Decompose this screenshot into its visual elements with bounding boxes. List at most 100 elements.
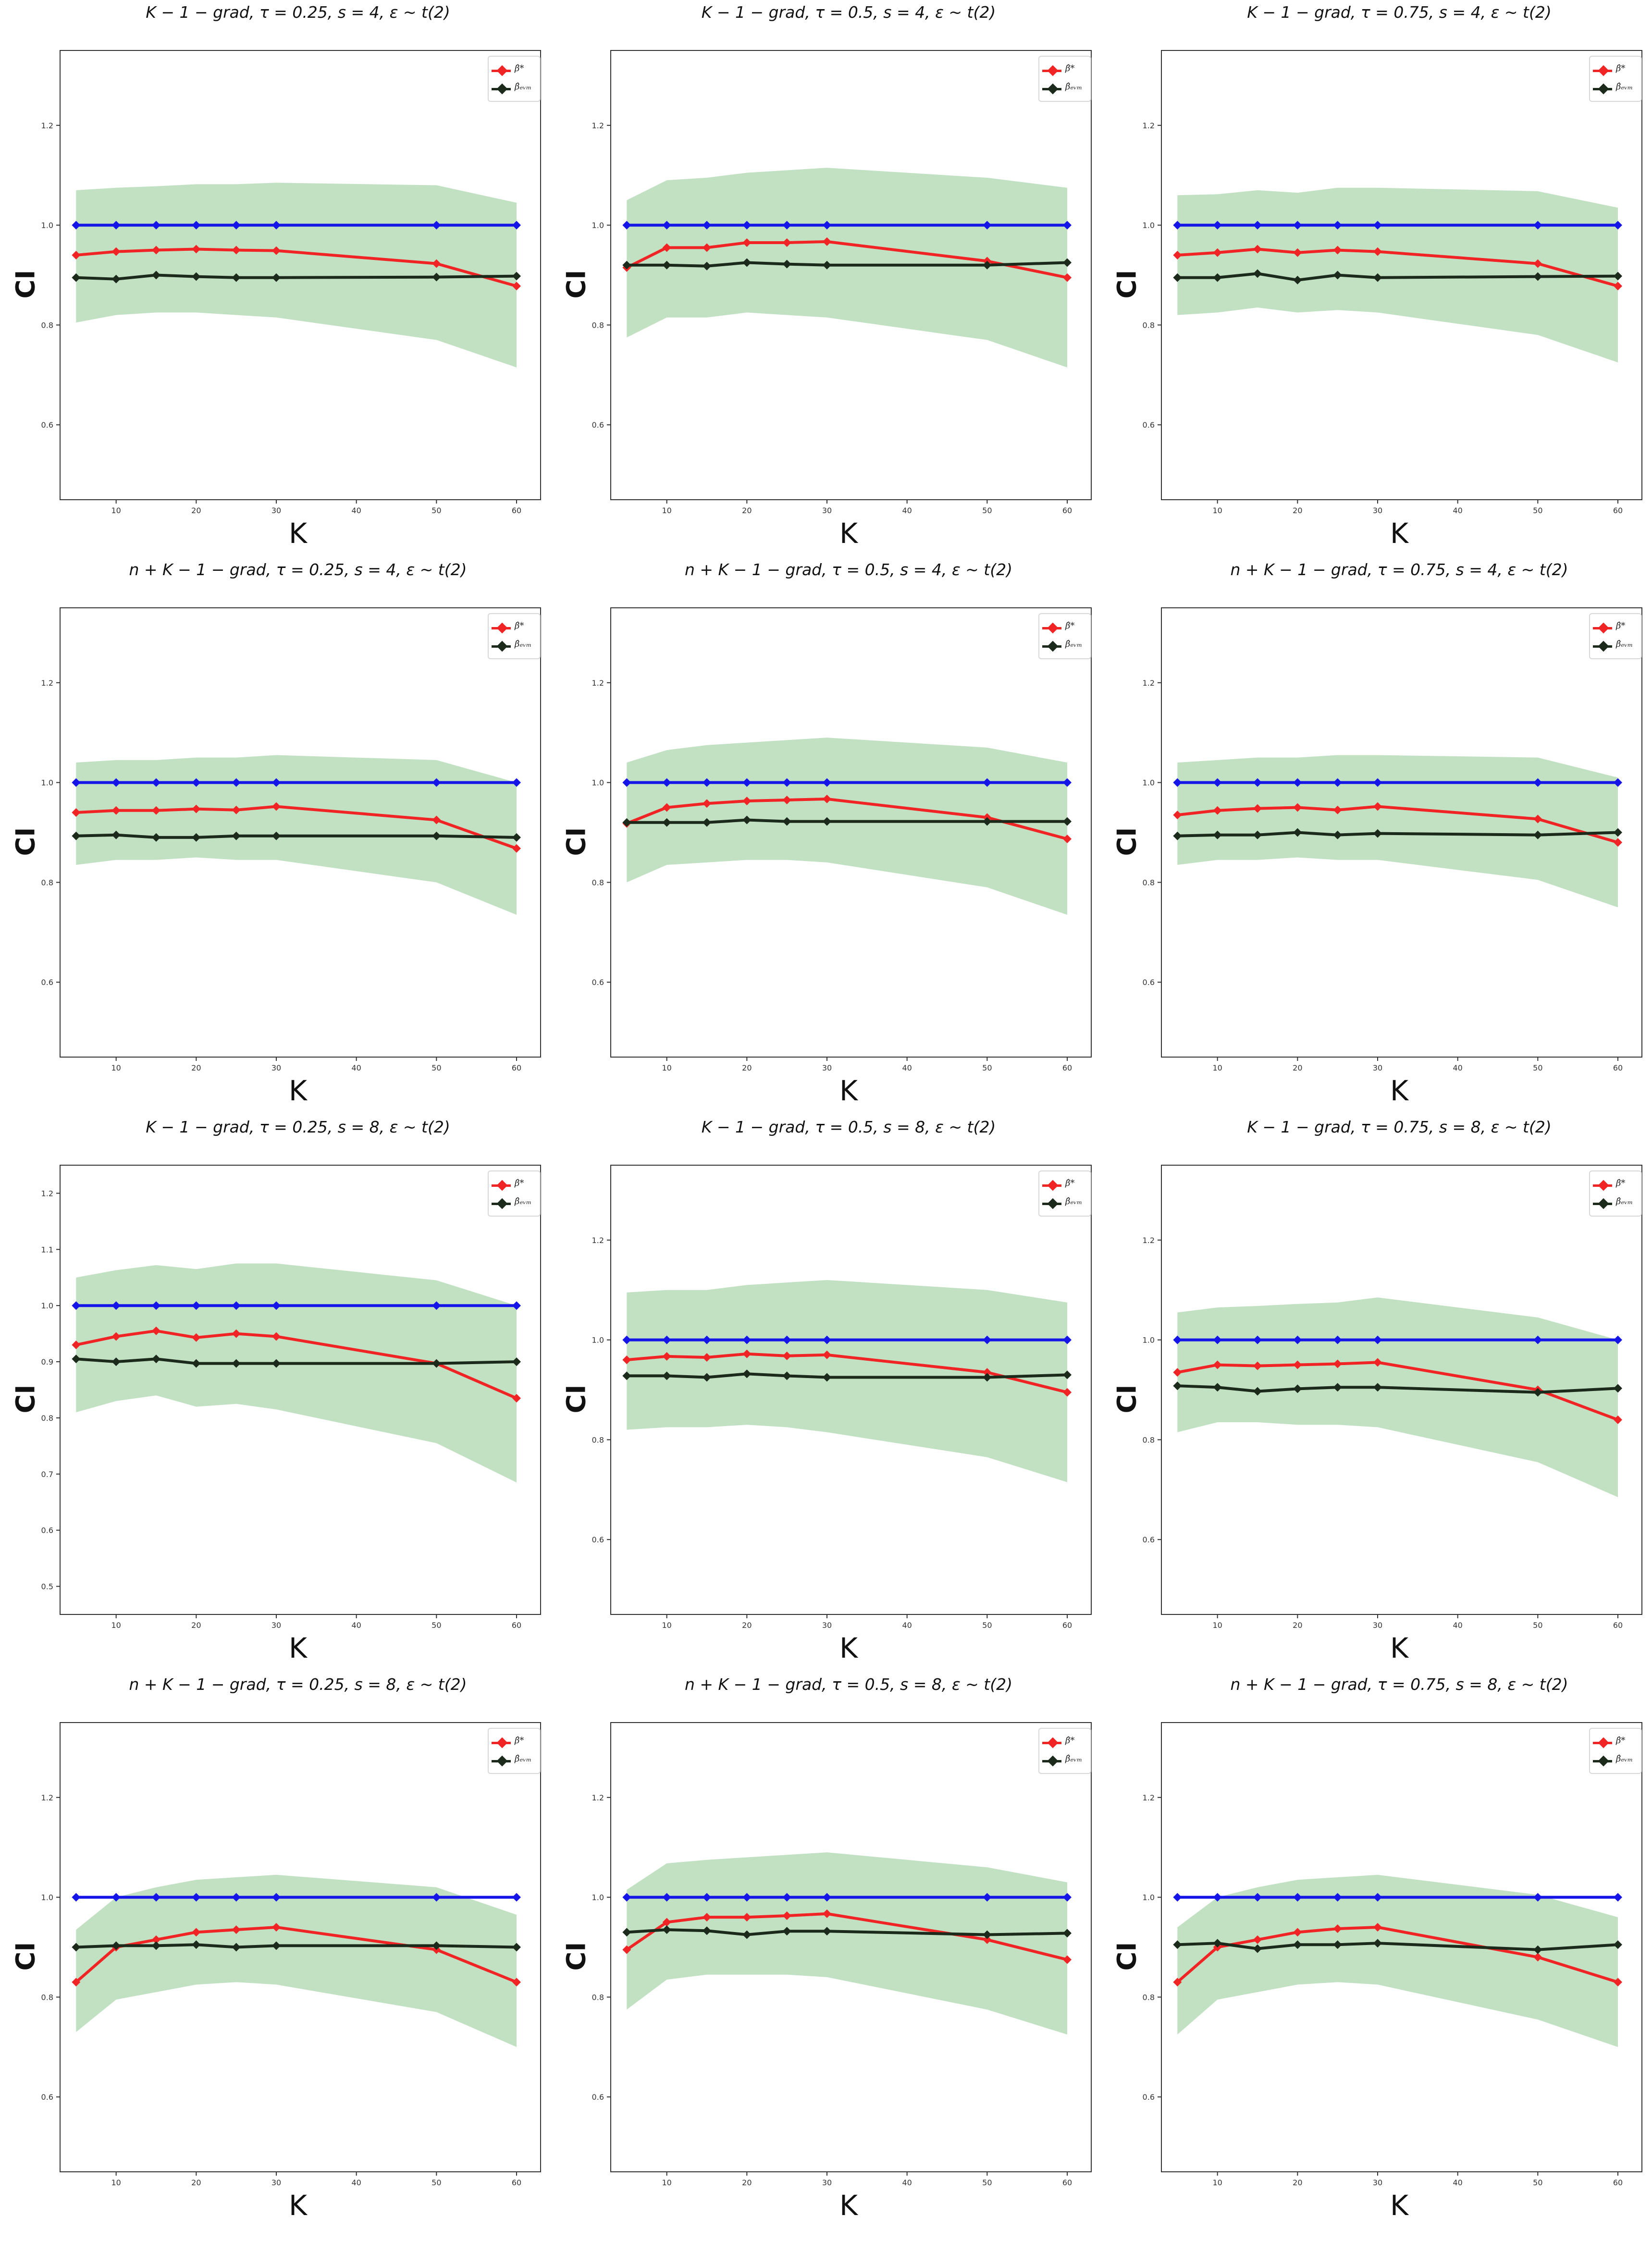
beta-evm-point <box>1293 828 1302 837</box>
x-tick-label: 30 <box>271 1063 281 1072</box>
beta-evm-point <box>1293 1940 1302 1949</box>
beta-evm-point <box>823 260 831 270</box>
x-tick-label: 40 <box>902 1063 912 1072</box>
legend-label: β̂* <box>515 1178 524 1188</box>
oracle-point <box>72 1893 81 1902</box>
beta-star-point <box>742 1349 752 1358</box>
beta-star-point <box>1173 1978 1182 1987</box>
x-tick-label: 20 <box>191 506 201 515</box>
beta-star-line <box>627 1352 1068 1394</box>
y-axis-label: CI <box>10 1384 41 1414</box>
beta-evm-point <box>742 258 752 267</box>
oracle-point <box>622 1893 631 1902</box>
y-tick-label: 1.2 <box>592 1793 604 1802</box>
legend-item-beta-star: β̂* <box>1042 621 1089 635</box>
beta-star-point <box>782 795 791 804</box>
y-axis-label: CI <box>1111 270 1142 299</box>
x-tick-label: 60 <box>512 2178 521 2187</box>
oracle-point <box>1253 1893 1262 1902</box>
oracle-point <box>823 1335 831 1344</box>
x-tick-label: 20 <box>191 2178 201 2187</box>
legend-marker-swatch <box>1047 1198 1059 1209</box>
legend-label: β̂* <box>1065 1178 1075 1188</box>
y-axis-label: CI <box>561 1942 592 1971</box>
legend-label: β̂ₑᵥₘ <box>1065 639 1083 649</box>
beta-evm-point <box>1213 1383 1222 1392</box>
oracle-point <box>192 1893 201 1902</box>
beta-evm-point <box>72 1354 81 1364</box>
oracle-point <box>1333 1893 1342 1902</box>
beta-star-point <box>983 1935 992 1944</box>
y-tick-label: 1.2 <box>1143 678 1155 688</box>
oracle-point <box>192 221 201 230</box>
beta-star-point <box>1293 248 1302 257</box>
oracle-point <box>432 778 441 787</box>
x-tick-label: 10 <box>662 506 671 515</box>
beta-evm-point <box>983 817 992 826</box>
chart-panel-11: 10 20 30 40 50 60 0.6 0.8 1.0 1.2 n + K − 1 − grad… <box>551 1672 1101 2229</box>
x-tick-label: 50 <box>982 1063 992 1072</box>
oracle-point <box>1293 1893 1302 1902</box>
beta-evm-point <box>232 1943 241 1952</box>
oracle-point <box>111 1893 121 1902</box>
x-tick-label: 60 <box>512 506 521 515</box>
oracle-point <box>512 778 521 787</box>
legend-marker-swatch <box>1598 1180 1609 1191</box>
oracle-point <box>983 778 992 787</box>
oracle-point <box>823 221 831 230</box>
confidence-band <box>1177 1297 1618 1497</box>
beta-star-point <box>512 1394 521 1403</box>
y-tick-label: 0.8 <box>592 1435 604 1444</box>
beta-evm-point <box>512 1943 521 1952</box>
oracle-point <box>432 1301 441 1310</box>
beta-star-point <box>1063 1955 1072 1964</box>
oracle-point <box>662 221 671 230</box>
y-tick-label: 1.2 <box>41 121 53 130</box>
x-tick-label: 20 <box>1293 506 1302 515</box>
x-axis-label: K <box>839 517 858 550</box>
y-tick-label: 0.6 <box>592 2093 604 2102</box>
beta-star-point <box>823 237 831 246</box>
y-tick-label: 0.6 <box>41 420 53 430</box>
beta-star-point <box>1373 802 1382 811</box>
x-tick-label: 30 <box>822 1621 832 1630</box>
beta-evm-point <box>1533 1388 1542 1397</box>
beta-star-point <box>111 247 121 256</box>
x-tick-label: 60 <box>1062 1063 1072 1072</box>
plot-canvas: 10 20 30 40 50 60 0.6 0.8 1.0 1.2 <box>41 607 541 1072</box>
beta-star-line <box>626 240 1068 279</box>
beta-star-point <box>232 1925 241 1934</box>
legend-marker-swatch <box>1598 640 1609 652</box>
plot-canvas: 10 20 30 40 50 60 0.6 0.8 1.0 1.2 <box>592 607 1092 1072</box>
beta-star-point <box>232 246 241 255</box>
beta-evm-point <box>1173 1940 1182 1949</box>
beta-evm-point <box>512 271 521 281</box>
y-axis-label: CI <box>1111 1384 1142 1414</box>
y-tick-label: 1.2 <box>41 1189 53 1198</box>
chart-title: K − 1 − grad, τ = 0.25, s = 4, ε ~ t(2) <box>146 3 450 22</box>
beta-evm-point <box>1253 1387 1262 1396</box>
beta-evm-point <box>662 1925 671 1934</box>
oracle-point <box>662 1335 671 1344</box>
oracle-point <box>1373 1893 1382 1902</box>
oracle-point <box>1614 1893 1622 1902</box>
legend-marker-swatch <box>1047 65 1059 76</box>
confidence-band <box>76 1874 517 2047</box>
chart-title: K − 1 − grad, τ = 0.75, s = 4, ε ~ t(2) <box>1247 3 1552 22</box>
beta-evm-point <box>703 818 711 827</box>
beta-evm-point <box>1614 1940 1622 1949</box>
y-tick-label: 1.0 <box>1143 778 1155 788</box>
y-tick-label: 0.6 <box>41 978 53 987</box>
legend-marker-swatch <box>1047 1180 1059 1191</box>
beta-evm-point <box>152 271 160 280</box>
oracle-point <box>1063 221 1072 230</box>
axes-frame <box>1161 1722 1642 2172</box>
beta-evm-point <box>983 1373 992 1382</box>
legend: β̂* β̂ₑᵥₘ <box>1038 1728 1091 1774</box>
beta-evm-point <box>512 833 521 842</box>
plot-canvas: 10 20 30 40 50 60 0.5 0.6 0.7 0.8 0.9 1.0 1.1 1.2 <box>41 1165 541 1630</box>
beta-star-point <box>823 1909 831 1918</box>
beta-star-point <box>823 1350 831 1359</box>
beta-star-point <box>111 1332 121 1341</box>
oracle-point <box>1253 221 1262 230</box>
